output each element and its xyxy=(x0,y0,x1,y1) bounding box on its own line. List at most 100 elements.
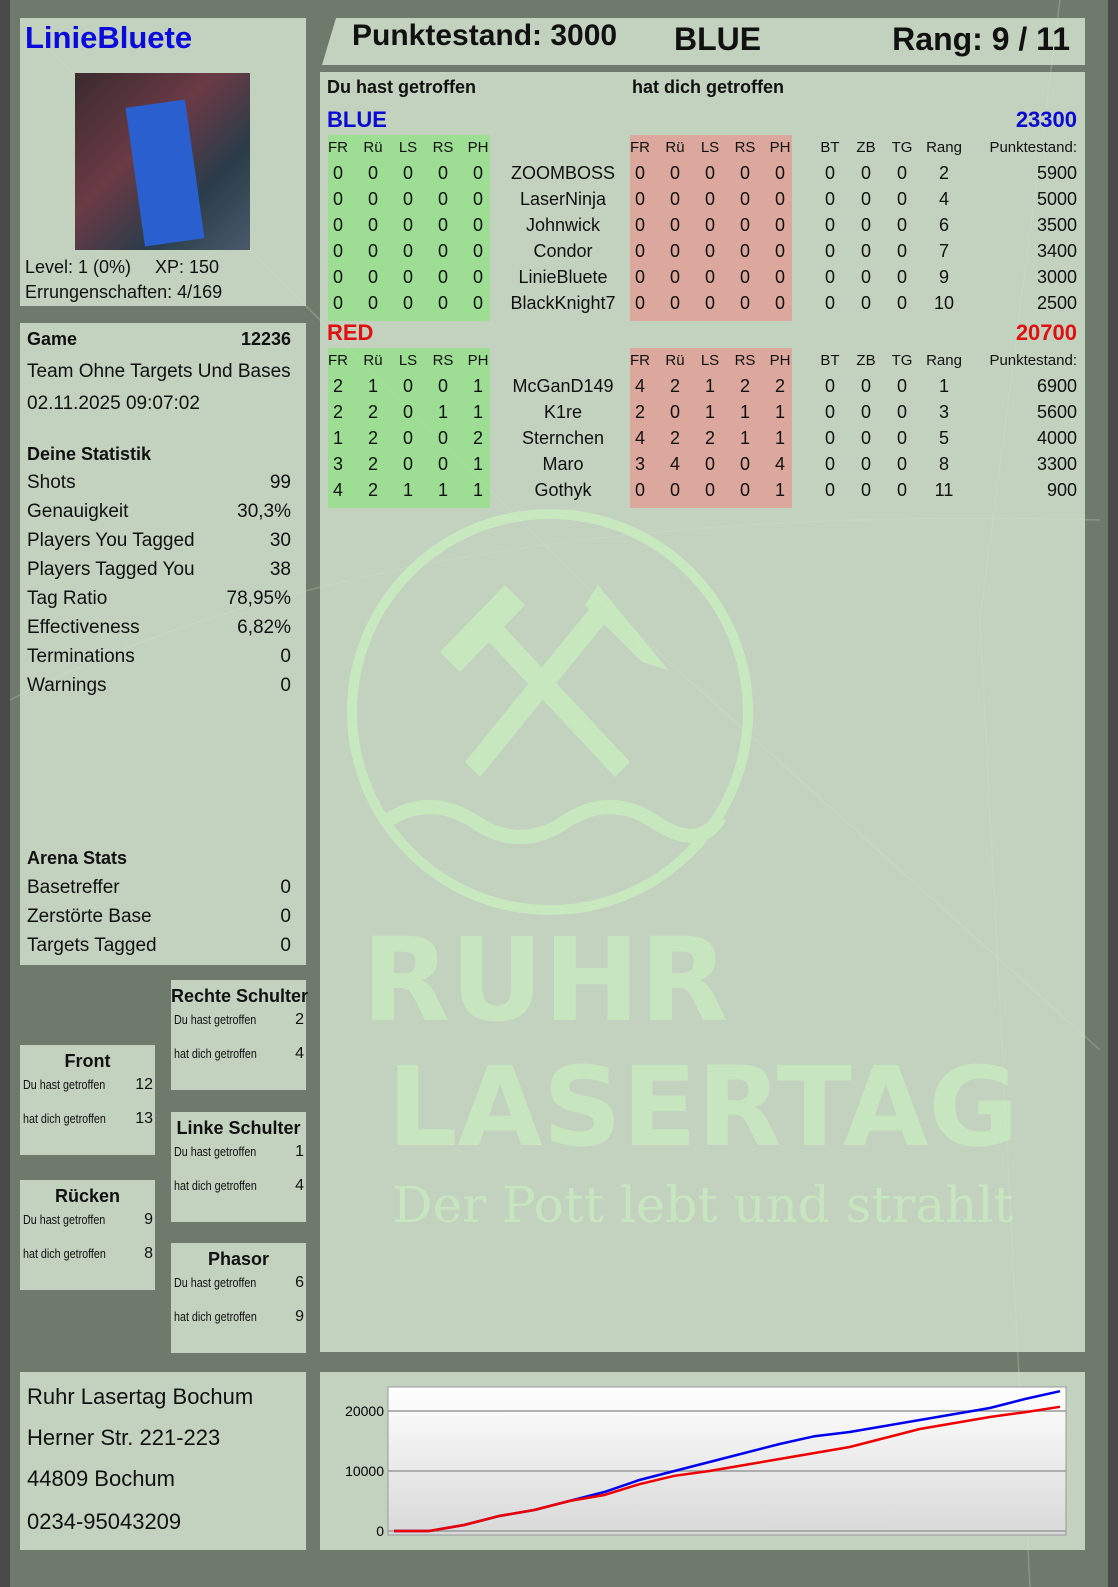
got-count: 0 xyxy=(704,454,715,474)
column-header: RS xyxy=(734,139,756,156)
player-bt: 0 xyxy=(824,428,835,448)
player-name: K1re xyxy=(543,402,583,422)
player-score: 5600 xyxy=(1036,402,1077,422)
hit-count: 2 xyxy=(367,402,378,422)
hit-count: 3 xyxy=(332,454,343,474)
hit-count: 2 xyxy=(367,428,378,448)
zone-hit-label: Du hast getroffen xyxy=(23,1213,106,1227)
zone-title: Front xyxy=(64,1051,111,1071)
game-stats-panel: Game 12236 Team Ohne Targets Und Bases 02… xyxy=(20,323,306,965)
player-rank: 9 xyxy=(938,267,949,287)
stat-row: Players Tagged You 38 xyxy=(27,559,291,581)
got-count: 0 xyxy=(739,480,750,500)
hit-count: 1 xyxy=(437,402,448,422)
player-zb: 0 xyxy=(860,293,871,313)
zone-title: Phasor xyxy=(207,1249,270,1269)
column-header: LS xyxy=(398,139,418,156)
hit-count: 0 xyxy=(472,189,483,209)
column-header: BT xyxy=(820,139,840,156)
player-tg: 0 xyxy=(896,376,907,396)
got-count: 0 xyxy=(634,480,645,500)
player-rank: 10 xyxy=(933,293,955,313)
got-count: 0 xyxy=(704,189,715,209)
player-score: 3400 xyxy=(1036,241,1077,261)
got-count: 4 xyxy=(669,454,680,474)
column-header: PH xyxy=(769,352,791,369)
got-count: 0 xyxy=(669,215,680,235)
scoreboard-panel: Du hast getroffen hat dich getroffen BLU… xyxy=(320,72,1085,1352)
player-tg: 0 xyxy=(896,293,907,313)
zone-got-label: hat dich getroffen xyxy=(23,1112,106,1126)
hit-count: 1 xyxy=(437,480,448,500)
hit-count: 0 xyxy=(437,454,448,474)
stat-row: Shots 99 xyxy=(27,472,291,494)
you-hit-block xyxy=(328,135,490,321)
zone-got-label: hat dich getroffen xyxy=(23,1247,106,1261)
header-score: Punktestand: 3000 xyxy=(352,19,618,52)
hit-count: 2 xyxy=(332,376,343,396)
player-tg: 0 xyxy=(896,428,907,448)
hit-count: 1 xyxy=(402,480,413,500)
got-count: 0 xyxy=(774,189,785,209)
score-chart: 0 10000 20000 xyxy=(345,1386,1067,1539)
column-header: BT xyxy=(820,352,840,369)
got-count: 1 xyxy=(704,376,715,396)
game-row: Game 12236 xyxy=(27,329,291,350)
player-name: Condor xyxy=(533,241,593,261)
hit-you-heading: hat dich getroffen xyxy=(632,77,784,97)
player-zb: 0 xyxy=(860,480,871,500)
hit-count: 0 xyxy=(402,293,413,313)
got-count: 4 xyxy=(774,454,785,474)
got-count: 3 xyxy=(634,454,645,474)
column-header: LS xyxy=(700,139,720,156)
address-phone: 0234-95043209 xyxy=(27,1509,182,1534)
team-name: BLUE xyxy=(327,107,387,132)
hit-count: 0 xyxy=(437,267,448,287)
stat-value: 0 xyxy=(280,906,291,927)
player-xp: XP: 150 xyxy=(155,257,220,277)
got-count: 0 xyxy=(669,293,680,313)
player-tg: 0 xyxy=(896,189,907,209)
game-id: 12236 xyxy=(240,329,291,349)
got-count: 0 xyxy=(669,163,680,183)
got-count: 0 xyxy=(669,267,680,287)
table-row: 0 0 0 0 0 Johnwick 0 0 0 0 0 0 0 0 6 3500 xyxy=(320,215,1085,239)
player-bt: 0 xyxy=(824,215,835,235)
stat-row: Genauigkeit 30,3% xyxy=(27,501,291,523)
got-count: 0 xyxy=(739,215,750,235)
player-score: 6900 xyxy=(1036,376,1077,396)
stat-row: Terminations 0 xyxy=(27,646,291,668)
column-header: FR xyxy=(328,352,348,369)
table-row: 2 1 0 0 1 McGanD149 4 2 1 2 2 0 0 0 1 6900 xyxy=(320,376,1085,400)
hit-zone-rechte-schulter: Rechte Schulter Du hast getroffen 2 hat dic… xyxy=(171,980,308,1090)
column-header: ZB xyxy=(856,352,876,369)
player-zb: 0 xyxy=(860,163,871,183)
address-panel: Ruhr Lasertag Bochum Herner Str. 221-223… xyxy=(20,1372,306,1550)
player-bt: 0 xyxy=(824,267,835,287)
zone-hit-label: Du hast getroffen xyxy=(174,1145,257,1159)
hit-count: 0 xyxy=(367,163,378,183)
zone-hit-label: Du hast getroffen xyxy=(174,1276,257,1290)
got-count: 2 xyxy=(669,428,680,448)
got-count: 1 xyxy=(739,428,750,448)
got-count: 0 xyxy=(774,267,785,287)
hit-count: 0 xyxy=(472,163,483,183)
hit-count: 0 xyxy=(332,267,343,287)
column-header: TG xyxy=(891,139,913,156)
player-bt: 0 xyxy=(824,189,835,209)
player-tg: 0 xyxy=(896,215,907,235)
player-rank: 1 xyxy=(938,376,949,396)
got-count: 4 xyxy=(634,428,645,448)
player-name: LaserNinja xyxy=(519,189,607,209)
stat-value: 30 xyxy=(269,530,291,551)
zone-got-value: 9 xyxy=(295,1308,304,1325)
table-row: 0 0 0 0 0 BlackKnight7 0 0 0 0 0 0 0 0 10 2500 xyxy=(320,293,1085,317)
hit-count: 0 xyxy=(402,163,413,183)
player-rank: 3 xyxy=(938,402,949,422)
got-count: 0 xyxy=(739,189,750,209)
player-achievements: Errungenschaften: 4/169 xyxy=(25,282,223,302)
got-count: 1 xyxy=(704,402,715,422)
hit-count: 1 xyxy=(472,402,483,422)
got-count: 0 xyxy=(634,215,645,235)
hit-zone-linke-schulter: Linke Schulter Du hast getroffen 1 hat dich… xyxy=(171,1112,306,1222)
